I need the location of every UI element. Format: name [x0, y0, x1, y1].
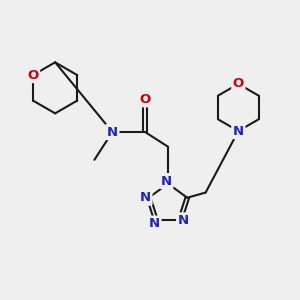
Text: N: N: [140, 191, 151, 204]
Text: O: O: [27, 69, 39, 82]
Text: N: N: [149, 217, 160, 230]
Text: O: O: [140, 93, 151, 106]
Text: N: N: [233, 124, 244, 137]
Text: O: O: [233, 77, 244, 90]
Text: N: N: [161, 175, 172, 188]
Text: N: N: [107, 125, 118, 139]
Text: N: N: [178, 214, 189, 227]
